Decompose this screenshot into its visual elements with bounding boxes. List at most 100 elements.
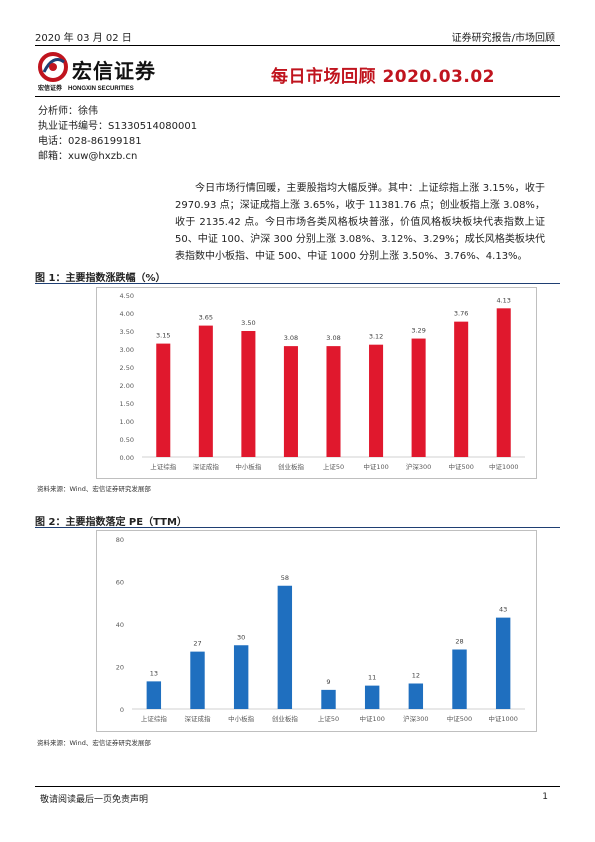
chart-1-data-label: 3.76: [454, 310, 468, 318]
figure-2-rule: [35, 527, 560, 528]
chart-1-bar: [496, 308, 511, 457]
chart-1-ytick-label: 3.50: [120, 328, 134, 336]
chart-2-category-label: 中证100: [359, 714, 384, 723]
chart-2-data-label: 12: [412, 672, 420, 680]
chart-1-bar: [283, 346, 298, 457]
chart-2-data-label: 43: [499, 606, 507, 614]
chart-1-data-label: 3.15: [156, 332, 170, 340]
chart-2-category-label: 中证500: [447, 714, 472, 723]
chart-1-ytick-label: 3.00: [120, 346, 134, 354]
chart-1-ytick-label: 1.00: [120, 418, 134, 426]
report-category: 证券研究报告/市场回顾: [451, 33, 555, 44]
footer-divider: [35, 786, 560, 787]
chart-2-ytick-label: 80: [116, 536, 124, 544]
chart-2-category-label: 中小板指: [228, 714, 255, 723]
certificate-number: 执业证书编号：S1330514080001: [38, 121, 198, 132]
chart-2-bar: [146, 681, 162, 709]
chart-2-bar: [495, 617, 511, 709]
chart-2-bar: [233, 645, 249, 709]
disclaimer-note: 敬请阅读最后一页免责声明: [40, 795, 149, 805]
chart-2-data-label: 58: [281, 574, 289, 582]
chart-1-data-label: 3.65: [199, 314, 213, 322]
chart-1-category-label: 中证500: [448, 462, 473, 471]
figure-1-caption: 主要指数涨跌幅（%）: [65, 273, 166, 284]
chart-2-category-label: 上证50: [318, 714, 339, 723]
chart-2-bar: [364, 685, 380, 709]
chart-1-category-label: 上证综指: [150, 462, 177, 471]
logo-sub-cn: 宏信证券: [38, 86, 63, 92]
chart-2-ytick-label: 60: [116, 579, 124, 587]
chart-2-ytick-label: 40: [116, 621, 124, 629]
chart-1-ytick-label: 2.50: [120, 364, 134, 372]
figure-2-title: 图 2：主要指数落定 PE（TTM）: [35, 513, 187, 528]
chart-1-ytick-label: 1.50: [120, 400, 134, 408]
title-divider: [35, 96, 560, 97]
chart-1-bar: [369, 344, 384, 457]
chart-1-bar: [411, 338, 426, 457]
chart-2-ytick-label: 20: [116, 664, 124, 672]
chart-2-category-label: 沪深300: [403, 714, 428, 723]
chart-1-category-label: 创业板指: [278, 462, 305, 471]
chart-2-category-label: 中证1000: [488, 714, 518, 723]
figure-2-label: 图 2：: [35, 517, 66, 528]
chart-2-category-label: 深证成指: [185, 714, 212, 723]
chart-1-bar: [326, 346, 341, 457]
chart-1-category-label: 中小板指: [235, 462, 262, 471]
chart-1-category-label: 深证成指: [193, 462, 220, 471]
chart-2-data-label: 27: [193, 640, 201, 648]
document-title: 每日市场回顾 2020.03.02: [271, 67, 495, 87]
chart-1-ytick-label: 0.50: [120, 436, 134, 444]
chart-1-data-label: 3.50: [241, 319, 255, 327]
chart-1-bar: [454, 321, 469, 457]
figure-1-title: 图 1：主要指数涨跌幅（%）: [35, 269, 165, 284]
chart-2-category-label: 创业板指: [272, 714, 299, 723]
chart-2-bar: [321, 689, 336, 709]
chart-1-ytick-label: 4.00: [120, 310, 134, 318]
chart-1-data-label: 3.12: [369, 333, 383, 341]
chart-1-data-label: 3.29: [411, 327, 425, 335]
figure-2-source: 资料来源：Wind、宏信证券研究发展部: [37, 739, 151, 747]
chart-2-frame: 0 20 40 60 80 13 上证综指 27 深证成指 30 中小板指 58 创业板指 9 上证50 11…: [96, 530, 537, 732]
email-address: 邮箱：xuw@hxzb.cn: [38, 151, 138, 162]
page-number: 1: [542, 792, 548, 802]
chart-1-data-label: 3.08: [284, 334, 298, 342]
logo-mark-icon: [38, 52, 68, 82]
chart-2-bar: [452, 649, 467, 709]
figure-1-label: 图 1：: [35, 273, 66, 284]
chart-2-data-label: 28: [455, 638, 463, 646]
logo-subtitle: 宏信证券 HONGXIN SECURITIES: [38, 83, 134, 92]
chart-1-ytick-label: 2.00: [120, 382, 134, 390]
market-summary: 今日市场行情回暖，主要股指均大幅反弹。其中：上证综指上涨 3.15%，收于 29…: [175, 183, 545, 262]
chart-2-data-label: 30: [237, 633, 245, 641]
chart-1-category-label: 中证100: [363, 462, 388, 471]
chart-2-data-label: 11: [368, 674, 376, 682]
chart-1-ytick-label: 0.00: [120, 454, 134, 462]
chart-2-category-label: 上证综指: [141, 714, 168, 723]
chart-1-svg: 0.00 0.50 1.00 1.50 2.00 2.50 3.00 3.50 4.00 4.50…: [120, 292, 525, 471]
figure-1-source: 资料来源：Wind、宏信证券研究发展部: [37, 485, 151, 493]
figure-2-caption: 主要指数落定 PE（TTM）: [65, 517, 187, 528]
chart-1-bar: [241, 331, 256, 457]
chart-2-bar: [277, 585, 293, 709]
chart-1-frame: 0.00 0.50 1.00 1.50 2.00 2.50 3.00 3.50 4.00 4.50…: [96, 287, 537, 479]
chart-1-category-label: 上证50: [323, 462, 344, 471]
chart-1-bar: [156, 343, 171, 457]
chart-2-bar: [190, 651, 205, 709]
chart-1-data-label: 3.08: [326, 334, 340, 342]
header-divider: [35, 45, 560, 46]
analyst-name: 分析师：徐伟: [38, 106, 98, 117]
company-logo: 宏信证券 宏信证券 HONGXIN SECURITIES: [38, 52, 168, 94]
chart-1-category-label: 中证1000: [489, 462, 519, 471]
chart-2-data-label: 13: [150, 669, 158, 677]
report-date: 2020 年 03 月 02 日: [35, 33, 132, 44]
chart-1-data-label: 4.13: [496, 296, 510, 304]
logo-sub-en: HONGXIN SECURITIES: [68, 86, 134, 92]
logo-text: 宏信证券: [72, 59, 156, 83]
chart-1-category-label: 沪深300: [406, 462, 431, 471]
chart-2-ytick-label: 0: [120, 706, 124, 714]
phone-number: 电话：028-86199181: [38, 136, 142, 147]
chart-2-data-label: 9: [326, 678, 330, 686]
figure-1-rule: [35, 283, 560, 284]
chart-2-bar: [408, 683, 424, 709]
chart-1-bar: [198, 325, 213, 457]
